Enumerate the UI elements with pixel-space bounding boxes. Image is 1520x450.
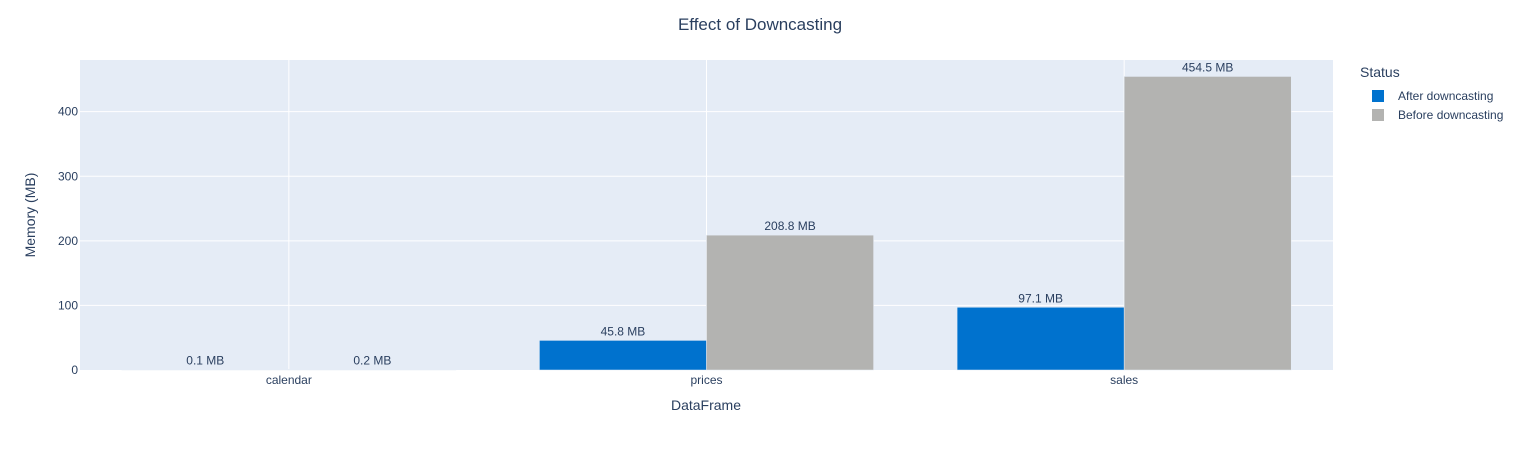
bar-before-calendar[interactable] xyxy=(288,369,457,371)
data-label: 97.1 MB xyxy=(1018,291,1063,305)
bar-before-prices[interactable] xyxy=(706,234,874,371)
legend-item-before[interactable]: Before downcasting xyxy=(1360,105,1503,124)
legend-item-after[interactable]: After downcasting xyxy=(1360,86,1503,105)
data-label: 454.5 MB xyxy=(1182,60,1233,74)
x-tick-label: prices xyxy=(690,373,722,387)
legend-swatch xyxy=(1372,108,1384,121)
y-axis-label: Memory (MB) xyxy=(22,173,38,258)
y-tick-label: 300 xyxy=(58,169,78,183)
x-axis-label: DataFrame xyxy=(671,397,741,413)
y-tick-label: 400 xyxy=(58,105,78,119)
x-tick-label: sales xyxy=(1110,373,1138,387)
chart-title: Effect of Downcasting xyxy=(678,15,842,34)
bar-after-prices[interactable] xyxy=(539,340,707,371)
y-tick-label: 200 xyxy=(58,234,78,248)
legend-swatch xyxy=(1372,89,1384,102)
legend: Status After downcasting Before downcast… xyxy=(1360,64,1503,124)
data-label: 208.8 MB xyxy=(764,219,815,233)
bar-after-sales[interactable] xyxy=(956,307,1125,371)
bars xyxy=(121,76,1292,371)
bar-after-calendar[interactable] xyxy=(121,369,290,371)
x-tick-label: calendar xyxy=(266,373,312,387)
y-tick-label: 100 xyxy=(58,298,78,312)
data-label: 0.2 MB xyxy=(353,354,391,368)
y-axis-ticks: 0 100 200 300 400 xyxy=(58,105,78,377)
x-axis-ticks: calendar prices sales xyxy=(266,373,1138,387)
legend-title: Status xyxy=(1360,64,1400,80)
bar-before-sales[interactable] xyxy=(1123,76,1292,371)
legend-label: Before downcasting xyxy=(1398,107,1504,122)
data-label: 45.8 MB xyxy=(601,324,646,338)
data-labels: 0.1 MB 0.2 MB 45.8 MB 208.8 MB 97.1 MB 454.5 … xyxy=(186,60,1233,367)
data-label: 0.1 MB xyxy=(186,354,224,368)
y-tick-label: 0 xyxy=(71,363,78,377)
legend-label: After downcasting xyxy=(1398,88,1494,103)
